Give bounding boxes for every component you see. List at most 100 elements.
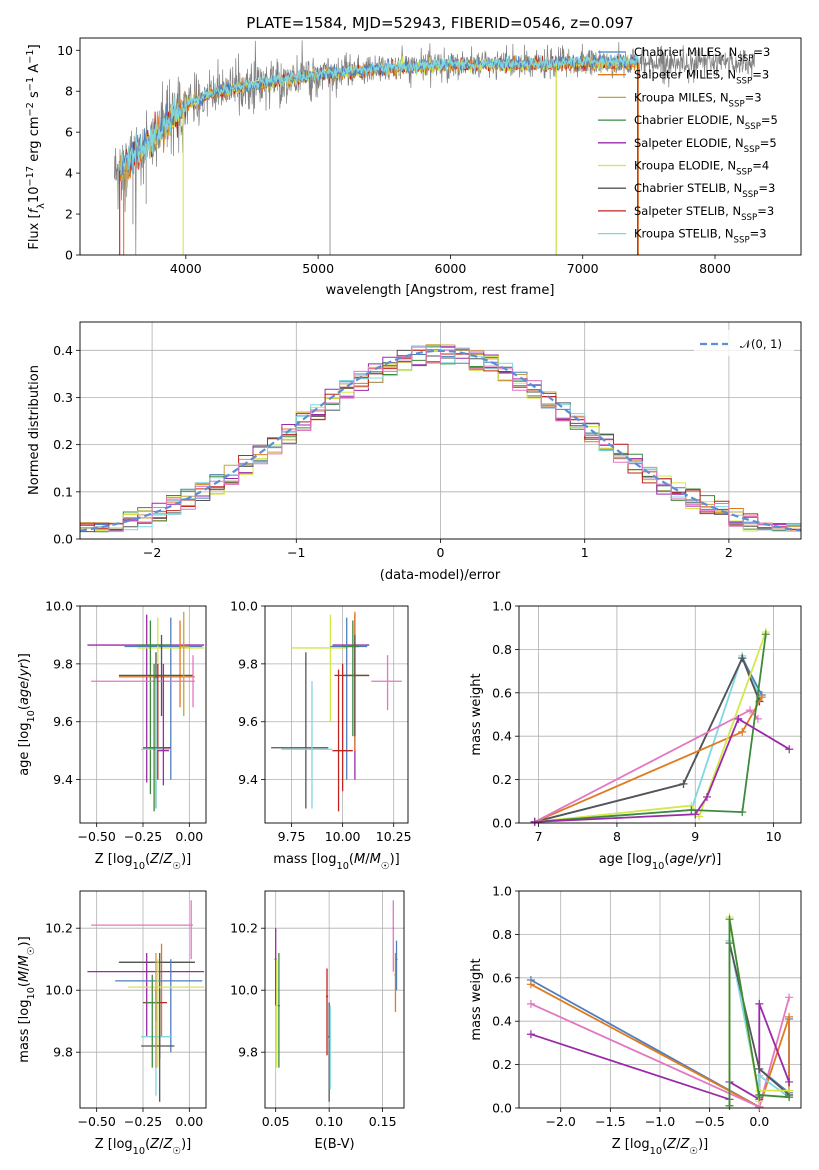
- x-tick-label: −1.0: [645, 1114, 675, 1129]
- y-axis-label-part: yr: [17, 662, 32, 678]
- legend-entry-part: =5: [761, 113, 778, 127]
- series-marker: [703, 792, 711, 801]
- y-tick-label: 0.0: [53, 532, 73, 547]
- y-tick-label: 0.2: [492, 772, 512, 787]
- x-axis-label-part: )]: [711, 852, 721, 867]
- y-tick-label: 0.8: [492, 642, 512, 657]
- x-tick-label: −0.25: [124, 1114, 162, 1129]
- x-axis-label-part: (: [145, 852, 150, 867]
- axes-frame: [264, 890, 405, 1109]
- legend-entry: Chabrier MILES, NSSP=3: [634, 45, 770, 64]
- model-spectrum-line: [119, 54, 639, 176]
- legend-entry-part: SSP: [741, 213, 757, 223]
- legend-entry-part: =3: [750, 227, 767, 241]
- series-line: [534, 634, 767, 823]
- x-axis-label-part: Z: [679, 1137, 690, 1152]
- y-tick-label: 0.0: [492, 816, 512, 831]
- x-axis-label-part: 10: [336, 861, 348, 872]
- legend-entry-part: Salpeter ELODIE, N: [634, 136, 744, 150]
- x-tick-label: 7: [535, 829, 543, 844]
- x-tick-label: 4000: [170, 261, 202, 276]
- y-tick-label: 10.0: [230, 983, 258, 998]
- y-tick-label: 0.8: [492, 927, 512, 942]
- y-tick-label: 9.4: [238, 772, 258, 787]
- axes-frame: [79, 321, 802, 540]
- series-marker: [761, 630, 770, 639]
- y-axis-label: Flux [fλ10−17 erg cm−2 s−1 A−1]: [25, 44, 47, 249]
- y-axis-label-part: mass [log: [17, 1000, 32, 1063]
- legend-entry: Chabrier STELIB, NSSP=3: [634, 181, 775, 200]
- legend-entry: Kroupa STELIB, NSSP=3: [634, 227, 767, 246]
- x-tick-label: 0.0: [749, 1114, 769, 1129]
- y-tick-label: 6: [65, 125, 73, 140]
- y-tick-label: 1.0: [492, 884, 512, 899]
- y-axis-label-part: ]: [27, 44, 42, 49]
- legend-entry-part: Kroupa ELODIE, N: [634, 159, 736, 173]
- x-tick-label: 0: [437, 545, 445, 560]
- series-marker: [785, 993, 794, 1002]
- y-axis-label-part: (: [17, 705, 32, 710]
- x-axis-label-part: yr: [697, 852, 713, 867]
- y-axis-label-part: 10: [26, 987, 37, 999]
- x-axis-label-part: Z: [149, 1137, 160, 1152]
- x-axis-label-part: 10: [652, 861, 664, 872]
- x-axis-label-part: Z: [666, 1137, 677, 1152]
- x-axis-label-part: )]: [698, 1137, 708, 1152]
- y-axis-label-part: )]: [17, 653, 32, 663]
- x-axis-label-part: age: [669, 852, 693, 867]
- legend-entry-part: SSP: [736, 168, 752, 178]
- y-tick-label: 9.8: [53, 656, 73, 671]
- legend-entry-part: SSP: [745, 122, 761, 132]
- x-tick-label: −1: [287, 545, 305, 560]
- series-marker: [526, 1030, 535, 1039]
- x-axis-label: Z [log10(Z/Z☉)]: [612, 1137, 709, 1157]
- series-line: [534, 696, 763, 823]
- y-axis-label-part: /: [17, 966, 32, 971]
- x-tick-label: 0.15: [369, 1114, 397, 1129]
- y-axis-label: mass weight: [469, 673, 484, 755]
- axes-frame: [264, 605, 409, 824]
- x-axis-label-part: /: [159, 1137, 164, 1152]
- x-axis-label-part: ☉: [381, 861, 390, 872]
- y-axis-label-part: A: [27, 64, 42, 77]
- series-line: [530, 983, 790, 1108]
- series-line: [534, 717, 790, 823]
- series-marker: [785, 1077, 794, 1086]
- y-tick-label: 0.3: [53, 390, 73, 405]
- series-marker: [526, 980, 535, 989]
- mass-vs-extinction-panel: 0.05 0.10 0.15 9.8 10.0 10.2 E(B-V): [230, 890, 405, 1152]
- y-axis-label-part: age [log: [17, 723, 32, 776]
- massweight-vs-metallicity-panel: −2.0 −1.5 −1.0 −0.5 0.0 0.0 0.2 0.4 0.6 0.8 1.0 Z […: [469, 884, 802, 1157]
- series-marker: [526, 999, 535, 1008]
- x-axis-label: Z [log10(Z/Z☉)]: [95, 852, 192, 872]
- gaussian-curve: [80, 349, 801, 532]
- x-axis-label-part: mass [log: [273, 852, 336, 867]
- legend-entry-part: =3: [752, 68, 769, 82]
- residual-histogram-panel: −2 −1 0 1 2 0.0 0.1 0.2 0.3 0.4 𝒩(0, 1) (data-model…: [27, 321, 802, 583]
- y-tick-label: 2: [65, 207, 73, 222]
- x-axis-label-part: Z: [162, 1137, 173, 1152]
- y-axis-label-part: )]: [17, 936, 32, 946]
- x-tick-label: 10.00: [325, 829, 361, 844]
- x-tick-label: 10: [766, 829, 782, 844]
- y-tick-label: 9.4: [53, 772, 73, 787]
- legend-entry-part: =3: [757, 204, 774, 218]
- x-axis-label-part: Z [log: [95, 1137, 133, 1152]
- x-axis-label-part: Z [log: [95, 852, 133, 867]
- x-tick-label: 0.00: [175, 1114, 203, 1129]
- x-tick-label: 8000: [699, 261, 731, 276]
- x-tick-label: 5000: [302, 261, 334, 276]
- x-tick-label: −0.25: [124, 829, 162, 844]
- legend-entry-part: Salpeter MILES, N: [634, 68, 736, 82]
- y-tick-label: 9.8: [53, 1045, 73, 1060]
- x-tick-label: 6000: [435, 261, 467, 276]
- y-tick-label: 1.0: [492, 599, 512, 614]
- series-marker: [755, 999, 764, 1008]
- series-marker: [530, 817, 539, 826]
- legend-entry-part: Kroupa STELIB, N: [634, 227, 734, 241]
- x-axis-label-part: age [log: [599, 852, 652, 867]
- histogram-series: [80, 346, 801, 532]
- legend-entry-part: SSP: [742, 190, 758, 200]
- y-tick-label: 10.2: [45, 921, 73, 936]
